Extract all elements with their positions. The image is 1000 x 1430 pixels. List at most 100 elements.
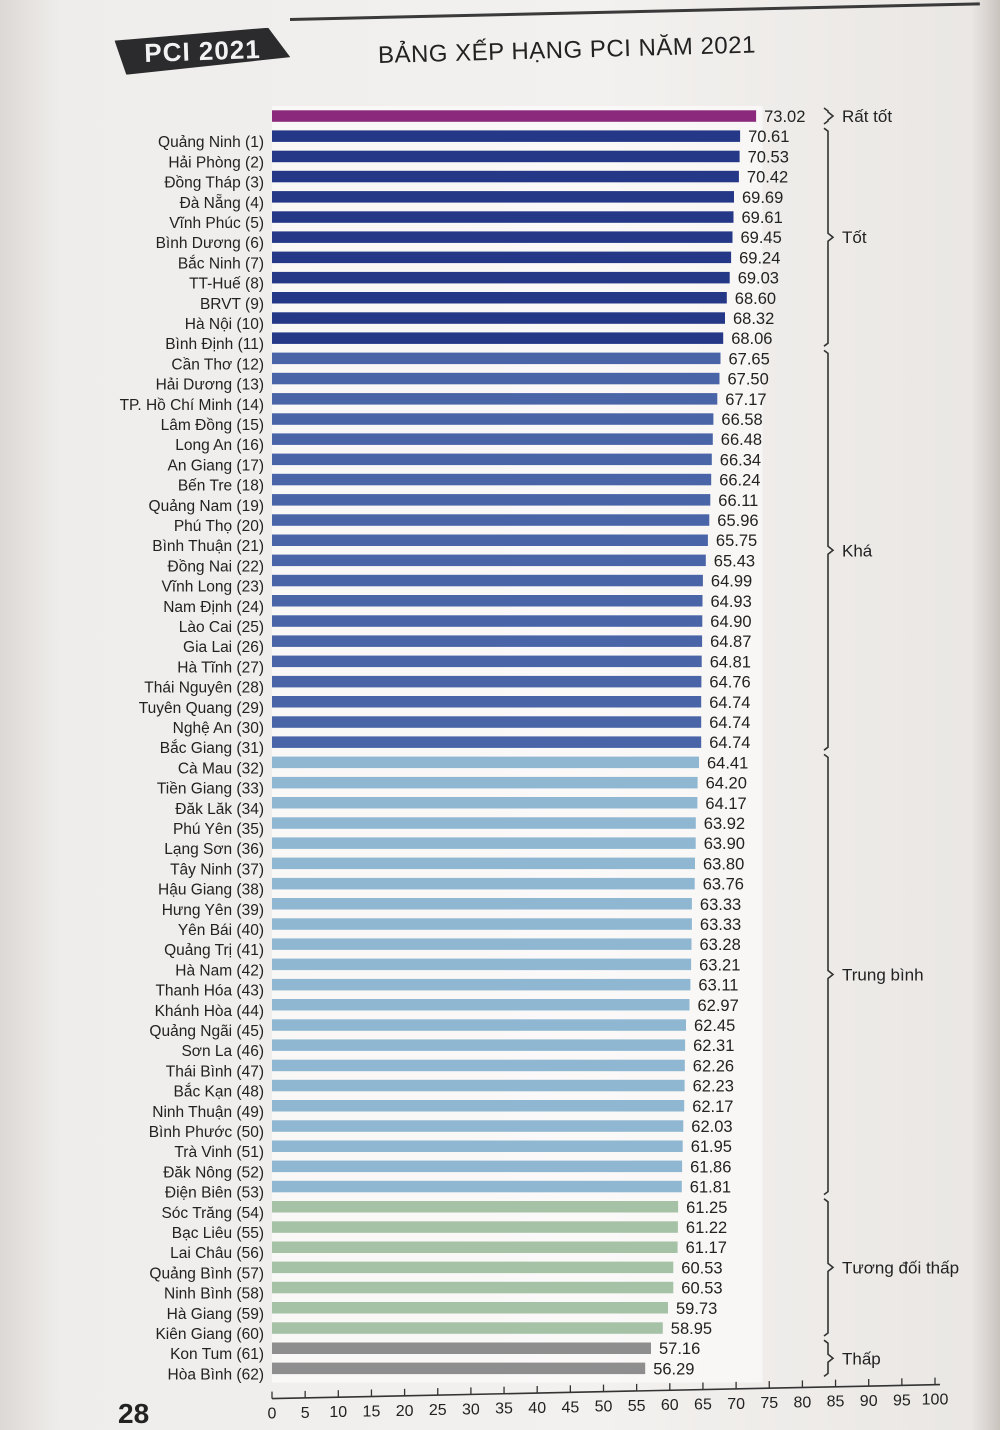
x-tick-label: 60 [661, 1397, 679, 1414]
bar-27 [272, 635, 703, 647]
group-bracket [823, 1198, 835, 1337]
value-label: 61.17 [686, 1239, 727, 1257]
category-label: Bến Tre (18) [178, 478, 264, 495]
bar-53 [272, 1160, 683, 1173]
category-label: Đà Nẵng (4) [180, 195, 264, 212]
value-label: 65.96 [717, 512, 758, 530]
category-label: Hòa Bình (62) [168, 1366, 265, 1383]
bar-13 [272, 352, 721, 365]
category-label: Quảng Bình (57) [149, 1265, 264, 1282]
value-label: 64.93 [711, 593, 752, 611]
bar-28 [272, 655, 702, 668]
bar-56 [272, 1221, 678, 1233]
category-label: TP. Hồ Chí Minh (14) [120, 397, 264, 414]
category-label: Yên Bái (40) [178, 922, 264, 939]
category-label: Đồng Nai (22) [168, 558, 265, 575]
value-label: 64.90 [710, 613, 751, 631]
x-tick-label: 55 [628, 1398, 646, 1415]
value-label: 64.99 [711, 573, 752, 591]
category-label: Đăk Nông (52) [163, 1164, 264, 1181]
x-axis-line [271, 1383, 941, 1400]
bar-41 [272, 918, 692, 930]
x-tick-label: 80 [794, 1394, 812, 1411]
value-label: 62.26 [693, 1057, 734, 1075]
category-label: Thái Bình (47) [166, 1063, 264, 1080]
category-label: Bắc Kạn (48) [174, 1084, 264, 1101]
group-label: Thấp [842, 1349, 881, 1368]
bar-60 [272, 1302, 668, 1314]
category-label: Ninh Bình (58) [164, 1286, 264, 1303]
category-label: Lạng Sơn (36) [164, 841, 264, 858]
x-tick-label: 0 [268, 1406, 277, 1423]
bar-24 [272, 574, 703, 587]
value-label: 66.58 [721, 411, 762, 429]
x-tick-label: 15 [363, 1404, 381, 1421]
value-label: 64.74 [709, 694, 750, 712]
category-label: Hưng Yên (39) [162, 902, 264, 919]
category-label: Hà Nội (10) [185, 316, 264, 333]
x-tick-label: 35 [495, 1401, 513, 1418]
category-label: Lai Châu (56) [170, 1245, 264, 1262]
value-label: 64.74 [709, 734, 750, 752]
category-label: Long An (16) [175, 437, 264, 454]
bar-20 [272, 494, 711, 506]
value-label: 69.03 [738, 270, 779, 288]
value-label: 70.61 [748, 128, 789, 146]
category-label: TT-Huế (8) [189, 276, 264, 293]
value-label: 60.53 [681, 1259, 722, 1277]
value-label: 63.80 [703, 855, 744, 873]
value-label: 62.17 [692, 1098, 733, 1116]
value-label: 68.60 [735, 290, 776, 308]
category-label: Hà Nam (42) [175, 962, 264, 979]
value-label: 69.45 [741, 229, 782, 247]
value-label: 69.61 [742, 209, 783, 227]
x-tick-label: 30 [462, 1401, 480, 1418]
bar-33 [272, 756, 699, 769]
category-label: Nghệ An (30) [173, 720, 264, 737]
value-label: 68.32 [733, 310, 774, 328]
category-label: Tiền Giang (33) [157, 781, 264, 798]
bar-44 [272, 978, 691, 991]
group-label: Khá [842, 541, 873, 560]
value-label: 61.22 [686, 1219, 727, 1237]
x-tick-label: 5 [301, 1405, 310, 1422]
value-label: 67.65 [729, 350, 770, 368]
category-label: Bình Phước (50) [149, 1124, 264, 1141]
value-label: 66.24 [719, 472, 760, 490]
value-label: 64.20 [706, 775, 747, 793]
group-bracket [823, 107, 835, 125]
value-label: 65.43 [714, 552, 755, 570]
x-tick-label: 75 [760, 1395, 778, 1412]
category-label: BRVT (9) [200, 296, 264, 313]
value-label: 63.11 [698, 977, 738, 995]
bar-29 [272, 675, 702, 688]
bar-57 [272, 1241, 678, 1253]
value-label: 64.87 [710, 633, 751, 651]
bar-8 [272, 251, 732, 264]
category-label: Lào Cai (25) [179, 619, 264, 636]
category-label: Bắc Ninh (7) [178, 255, 264, 272]
value-label: 66.11 [718, 492, 758, 510]
bar-14 [272, 372, 720, 385]
value-label: 64.81 [710, 653, 751, 671]
group-bracket [823, 349, 835, 751]
x-tick-label: 95 [893, 1392, 911, 1409]
bar-50 [272, 1100, 685, 1112]
group-bracket [823, 1339, 835, 1378]
bar-48 [272, 1059, 685, 1072]
bar-51 [272, 1120, 684, 1132]
bar-55 [272, 1201, 679, 1213]
bar-30 [272, 696, 702, 708]
category-label: Thái Nguyên (28) [144, 680, 264, 697]
bar-6 [272, 211, 734, 223]
value-label: 62.23 [693, 1078, 734, 1096]
category-label: Nam Định (24) [163, 599, 264, 616]
value-label: 64.17 [705, 795, 746, 813]
value-label: 65.75 [716, 532, 757, 550]
bar-7 [272, 231, 733, 243]
category-label: Quảng Ngãi (45) [149, 1023, 264, 1040]
bar-40 [272, 898, 692, 910]
bar-11 [272, 312, 725, 324]
category-label: Vĩnh Phúc (5) [169, 215, 264, 232]
category-label: Bình Thuận (21) [152, 538, 264, 555]
